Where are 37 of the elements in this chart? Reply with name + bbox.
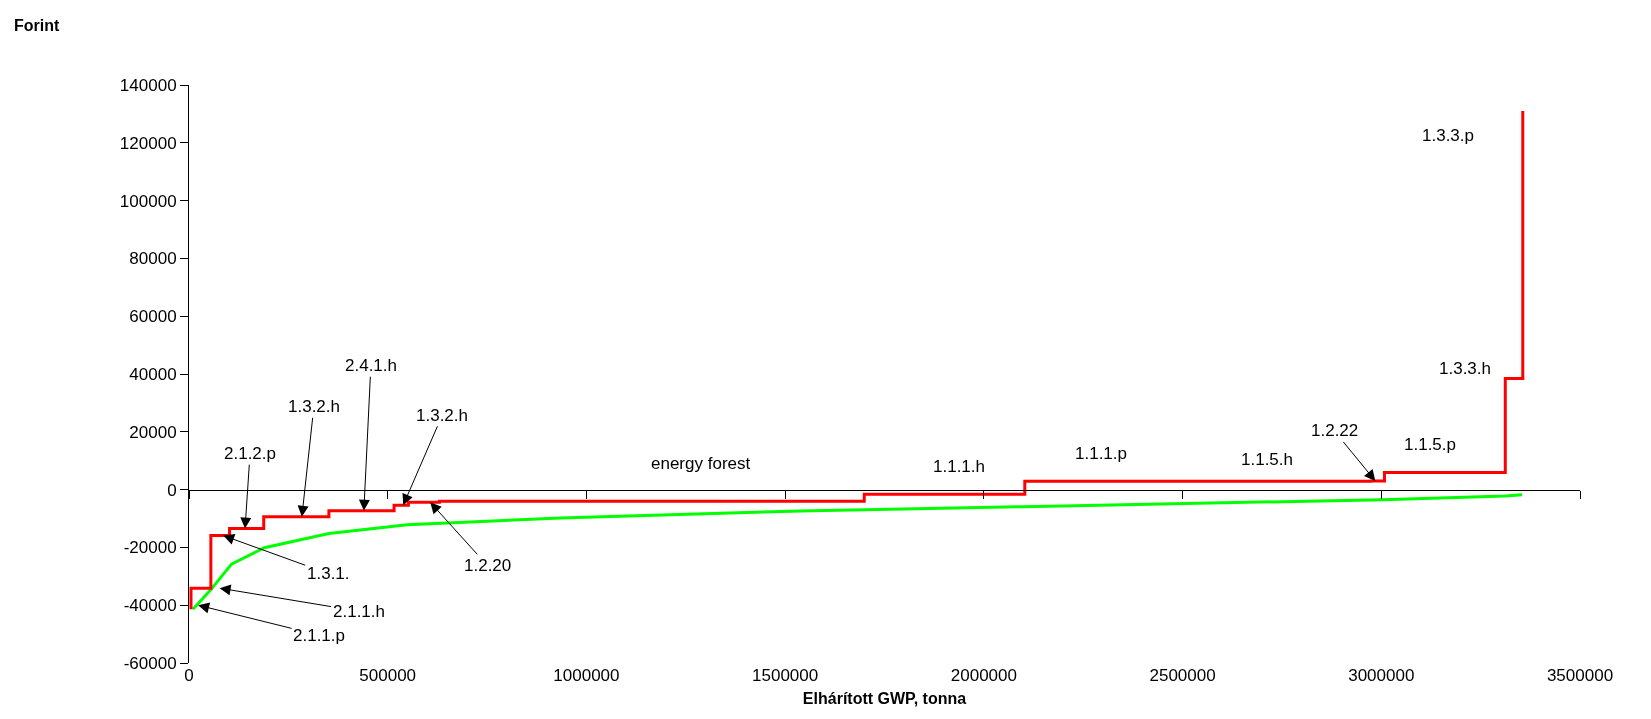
y-tick-label: 40000 [129, 364, 177, 384]
annotation: 1.1.1.p [1075, 444, 1127, 463]
y-tick-label: 100000 [119, 191, 177, 211]
annotation: 1.3.1. [307, 564, 350, 583]
x-axis-title: Elhárított GWP, tonna [802, 689, 967, 707]
annotation: 1.3.2.h [288, 397, 340, 416]
y-tick-label: 60000 [129, 307, 177, 327]
annotation: 1.3.2.h [416, 406, 468, 425]
y-tick-label: 20000 [129, 422, 177, 442]
annotation: 1.1.5.p [1404, 435, 1456, 454]
annotation: 2.1.1.h [333, 602, 385, 621]
y-axis-title: Forint [14, 17, 60, 34]
x-tick-label: 500000 [359, 666, 417, 685]
x-tick-label: 3500000 [1546, 666, 1614, 685]
y-tick-label: 80000 [129, 249, 177, 269]
x-tick-label: 0 [184, 666, 194, 685]
x-tick-label: 2500000 [1149, 666, 1216, 685]
x-tick-label: 1500000 [752, 666, 819, 685]
y-tick-label: 140000 [119, 75, 177, 95]
annotation: 2.1.1.p [293, 626, 345, 645]
annotation: 1.3.3.h [1439, 359, 1491, 378]
x-tick-label: 1000000 [553, 666, 620, 685]
y-tick-label: -60000 [123, 653, 177, 673]
annotation: 1.1.1.h [933, 457, 985, 476]
annotation: 1.2.22 [1311, 421, 1359, 440]
x-tick-label: 3000000 [1348, 666, 1415, 685]
y-tick-label: -20000 [123, 538, 177, 558]
annotation: 1.1.5.h [1241, 450, 1293, 469]
annotation: 2.4.1.h [345, 356, 397, 375]
annotation: 1.2.20 [464, 556, 512, 575]
y-tick-label: 0 [167, 480, 177, 500]
x-tick-label: 2000000 [950, 666, 1017, 685]
y-tick-label: 120000 [119, 133, 177, 153]
y-tick-label: -40000 [123, 596, 177, 616]
annotation: energy forest [651, 454, 751, 473]
annotation: 1.3.3.p [1422, 126, 1474, 145]
annotation: 2.1.2.p [224, 444, 276, 463]
